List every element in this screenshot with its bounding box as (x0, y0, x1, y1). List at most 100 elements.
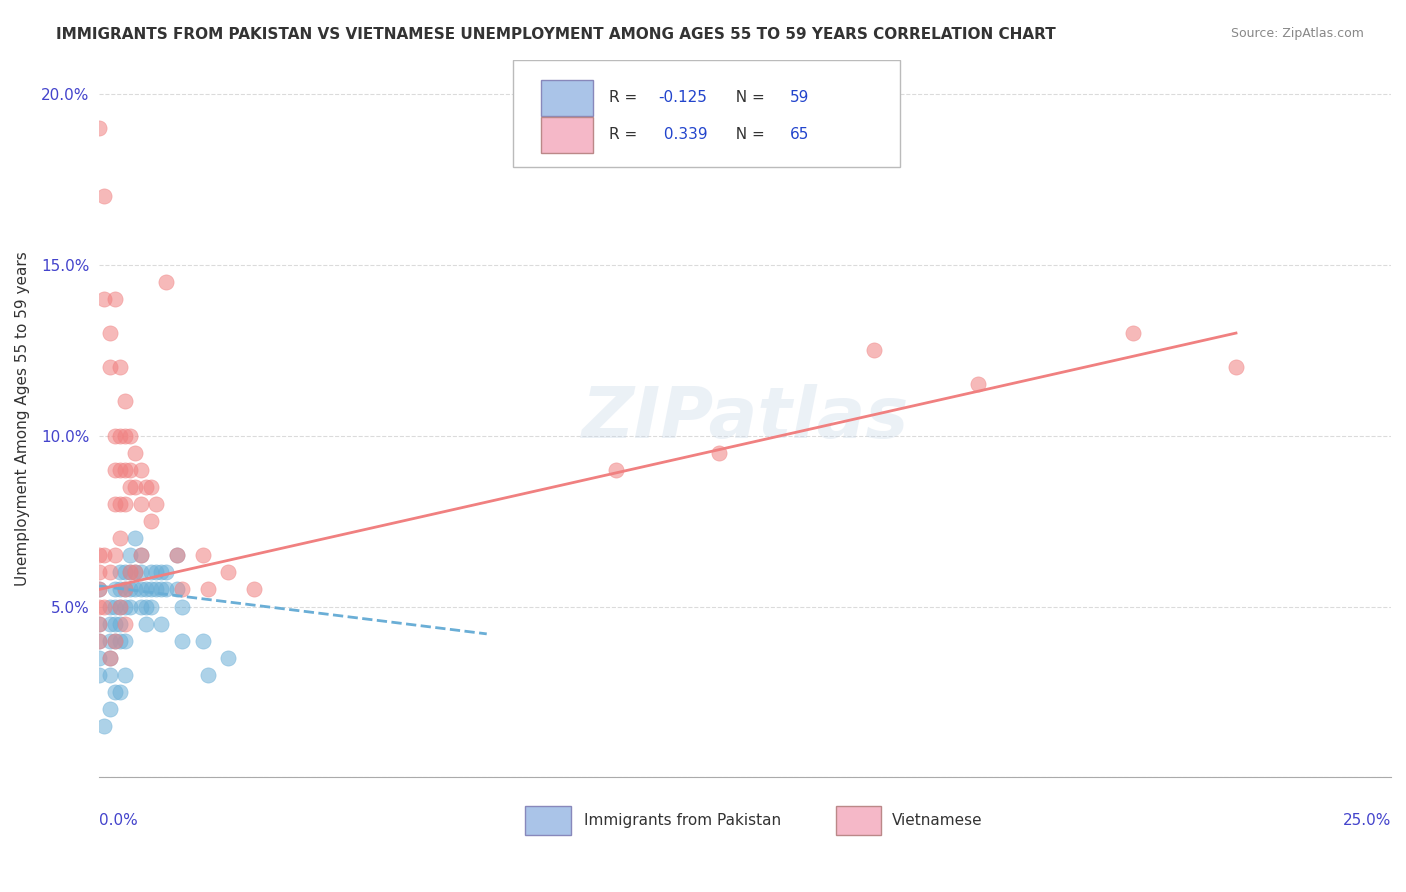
Point (155, 566, 177, 580)
Y-axis label: Unemployment Among Ages 55 to 59 years: Unemployment Among Ages 55 to 59 years (15, 252, 30, 586)
Point (150, 582, 173, 597)
Point (98, 702, 121, 716)
Point (166, 548, 188, 562)
Point (139, 480, 162, 494)
Point (120, 582, 142, 597)
Point (114, 582, 136, 597)
Point (139, 599, 162, 614)
Point (197, 668, 219, 682)
Point (104, 685, 127, 699)
Point (93, 548, 115, 562)
Point (217, 650, 239, 665)
Point (98, 599, 121, 614)
Text: ZIPatlas: ZIPatlas (582, 384, 908, 453)
Point (108, 497, 131, 511)
Point (89, 616, 111, 631)
Point (108, 685, 131, 699)
Point (120, 548, 142, 562)
Point (120, 428, 142, 442)
Bar (835, 806, 880, 835)
Point (124, 446, 146, 460)
Point (155, 582, 177, 597)
Point (966, 377, 988, 392)
Text: Vietnamese: Vietnamese (893, 813, 983, 828)
Point (129, 548, 152, 562)
Point (93, 719, 115, 733)
Point (605, 463, 627, 477)
Point (135, 480, 157, 494)
Point (120, 566, 142, 580)
Point (98, 633, 121, 648)
Point (217, 566, 239, 580)
Point (129, 548, 152, 562)
FancyBboxPatch shape (513, 60, 900, 168)
Point (155, 275, 177, 289)
Text: Immigrants from Pakistan: Immigrants from Pakistan (583, 813, 780, 828)
Point (114, 394, 136, 409)
Point (108, 360, 131, 375)
Point (243, 582, 266, 597)
Point (135, 599, 157, 614)
Text: -0.125: -0.125 (658, 90, 707, 105)
Point (89, 582, 111, 597)
Point (98, 650, 121, 665)
Point (150, 566, 173, 580)
Point (93, 189, 115, 203)
Text: 59: 59 (790, 90, 810, 105)
Text: Source: ZipAtlas.com: Source: ZipAtlas.com (1230, 27, 1364, 40)
Point (114, 463, 136, 477)
Point (1122, 326, 1144, 340)
Point (114, 616, 136, 631)
Point (124, 566, 146, 580)
Point (114, 668, 136, 682)
Point (89, 633, 111, 648)
Point (104, 582, 127, 597)
Point (104, 616, 127, 631)
Text: N =: N = (725, 90, 769, 105)
Point (108, 428, 131, 442)
Point (124, 531, 146, 545)
Point (170, 633, 193, 648)
Point (108, 531, 131, 545)
Point (120, 566, 142, 580)
Point (89, 548, 111, 562)
Point (89, 120, 111, 135)
Point (166, 582, 188, 597)
Point (129, 566, 152, 580)
Point (114, 566, 136, 580)
Point (98, 326, 121, 340)
Point (98, 668, 121, 682)
Point (114, 428, 136, 442)
Text: R =: R = (609, 128, 643, 143)
Point (145, 497, 167, 511)
Point (135, 582, 157, 597)
Point (89, 599, 111, 614)
Point (104, 292, 127, 306)
Point (89, 566, 111, 580)
Point (108, 599, 131, 614)
Point (139, 582, 162, 597)
Point (124, 480, 146, 494)
Point (104, 463, 127, 477)
Point (104, 548, 127, 562)
Point (89, 633, 111, 648)
Point (129, 599, 152, 614)
Point (114, 497, 136, 511)
Text: 0.0%: 0.0% (100, 814, 138, 829)
Point (98, 650, 121, 665)
Point (139, 514, 162, 528)
Point (120, 480, 142, 494)
Point (114, 633, 136, 648)
Point (191, 633, 214, 648)
Point (145, 566, 167, 580)
Point (108, 566, 131, 580)
Point (89, 668, 111, 682)
Point (89, 650, 111, 665)
Bar (541, 79, 593, 116)
Point (108, 599, 131, 614)
Point (104, 428, 127, 442)
Point (139, 566, 162, 580)
Point (170, 582, 193, 597)
Point (104, 633, 127, 648)
Point (145, 582, 167, 597)
